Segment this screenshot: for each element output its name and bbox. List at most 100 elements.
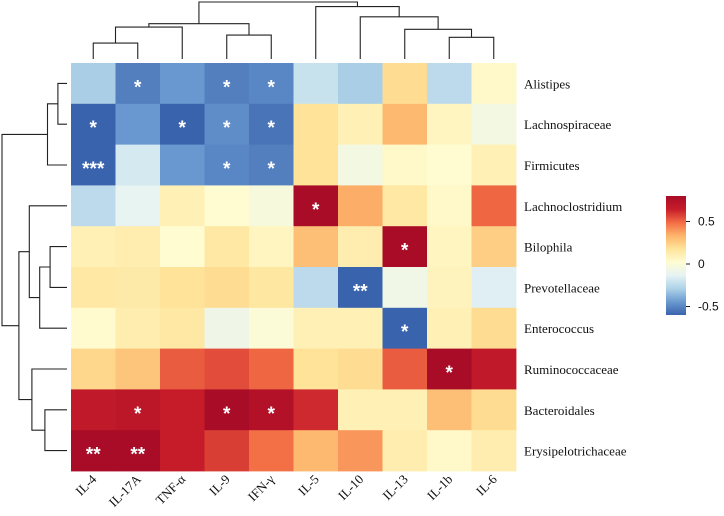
column-label: IL-5 [295, 472, 322, 499]
dendrogram-branch [359, 16, 439, 59]
heatmap-cell [471, 267, 517, 309]
heatmap-cell [338, 103, 383, 145]
column-label: IL-17A [106, 471, 145, 510]
dendrogram-branch [39, 266, 67, 329]
heatmap-cell [382, 63, 428, 105]
heatmap-cell [293, 430, 339, 472]
heatmap-cell [427, 307, 472, 349]
heatmap-cell [160, 226, 205, 268]
heatmap-cell [71, 226, 116, 268]
heatmap-cell [382, 226, 428, 268]
row-label: Alistipes [524, 76, 570, 91]
heatmap-cell [71, 307, 116, 349]
significance-marker: * [223, 404, 231, 425]
heatmap-cell [160, 103, 205, 145]
heatmap-cell [115, 348, 161, 390]
heatmap-cell [293, 103, 339, 145]
heatmap-cell [382, 348, 428, 390]
row-label: Lachnoclostridium [524, 199, 622, 214]
colorbar: 0.5 0 -0.5 [666, 196, 719, 315]
dendrogram-branch [28, 205, 67, 299]
significance-marker: * [401, 322, 409, 343]
heatmap-cell [115, 430, 161, 472]
dendrogram-branch [49, 246, 67, 288]
heatmap-cell [204, 389, 250, 431]
heatmap-cell [338, 185, 383, 227]
significance-marker: * [268, 404, 276, 425]
significance-marker: * [90, 118, 98, 139]
heatmap-cell [249, 430, 294, 472]
heatmap-cell [382, 144, 428, 186]
heatmap-cell [204, 267, 250, 309]
row-label: Ruminococcaceae [524, 362, 619, 377]
significance-marker: * [223, 77, 231, 98]
heatmap-cell [249, 63, 294, 105]
heatmap-cell [427, 348, 472, 390]
colorbar-tick-label: -0.5 [698, 300, 719, 314]
heatmap-cell [382, 307, 428, 349]
significance-marker: * [134, 77, 142, 98]
heatmap-cell [160, 307, 205, 349]
heatmap-cell [71, 144, 116, 186]
heatmap-cell [293, 144, 339, 186]
heatmap-cell [115, 144, 161, 186]
heatmap-cell [115, 103, 161, 145]
heatmap-cell [293, 226, 339, 268]
dendrogram-branch [1, 133, 48, 327]
column-dendrogram [92, 1, 495, 59]
heatmap-cell [338, 389, 383, 431]
heatmap-cell [115, 389, 161, 431]
row-label: Enterococcus [524, 321, 594, 336]
row-label: Prevotellaceae [524, 280, 600, 295]
heatmap-cell [249, 307, 294, 349]
column-label: IL-10 [335, 472, 367, 504]
dendrogram-branch [18, 251, 32, 401]
heatmap-cell [471, 144, 517, 186]
heatmap-cell [382, 430, 428, 472]
dendrogram-branch [448, 36, 495, 59]
heatmap-cell [71, 389, 116, 431]
heatmap-cell [204, 430, 250, 472]
heatmap-cells [71, 63, 517, 472]
dendrogram-branch [44, 409, 67, 452]
heatmap-cell [71, 430, 116, 472]
heatmap-cell [471, 185, 517, 227]
heatmap-cell [160, 185, 205, 227]
significance-marker: * [268, 159, 276, 180]
heatmap-cell [293, 185, 339, 227]
significance-marker: * [446, 363, 454, 384]
significance-marker: * [401, 241, 409, 262]
heatmap-cell [204, 144, 250, 186]
heatmap-cell [382, 185, 428, 227]
significance-marker: * [179, 118, 187, 139]
heatmap-cell [115, 63, 161, 105]
colorbar-gradient [666, 196, 686, 315]
row-label: Firmicutes [524, 158, 580, 173]
heatmap-cell [204, 185, 250, 227]
heatmap-cell [427, 226, 472, 268]
row-label: Erysipelotrichaceae [524, 444, 627, 459]
heatmap-cell [293, 348, 339, 390]
column-label: TNF-α [153, 471, 189, 507]
heatmap-cell [160, 267, 205, 309]
heatmap-cell [160, 348, 205, 390]
heatmap-cell [427, 144, 472, 186]
heatmap-cell [249, 185, 294, 227]
heatmap-cell [71, 63, 116, 105]
heatmap-cell [338, 267, 383, 309]
heatmap-cell [471, 430, 517, 472]
column-label: IL-1b [424, 472, 456, 504]
heatmap-cell [115, 267, 161, 309]
heatmap-cell [204, 226, 250, 268]
heatmap-cell [427, 430, 472, 472]
heatmap-cell [471, 63, 517, 105]
dendrogram-branch [92, 42, 139, 59]
heatmap-cell [338, 307, 383, 349]
heatmap-cell [471, 226, 517, 268]
significance-marker: *** [82, 159, 105, 180]
heatmap-cell [338, 144, 383, 186]
significance-marker: ** [130, 445, 145, 466]
heatmap-cell [160, 430, 205, 472]
column-label: IFN-γ [245, 471, 278, 504]
